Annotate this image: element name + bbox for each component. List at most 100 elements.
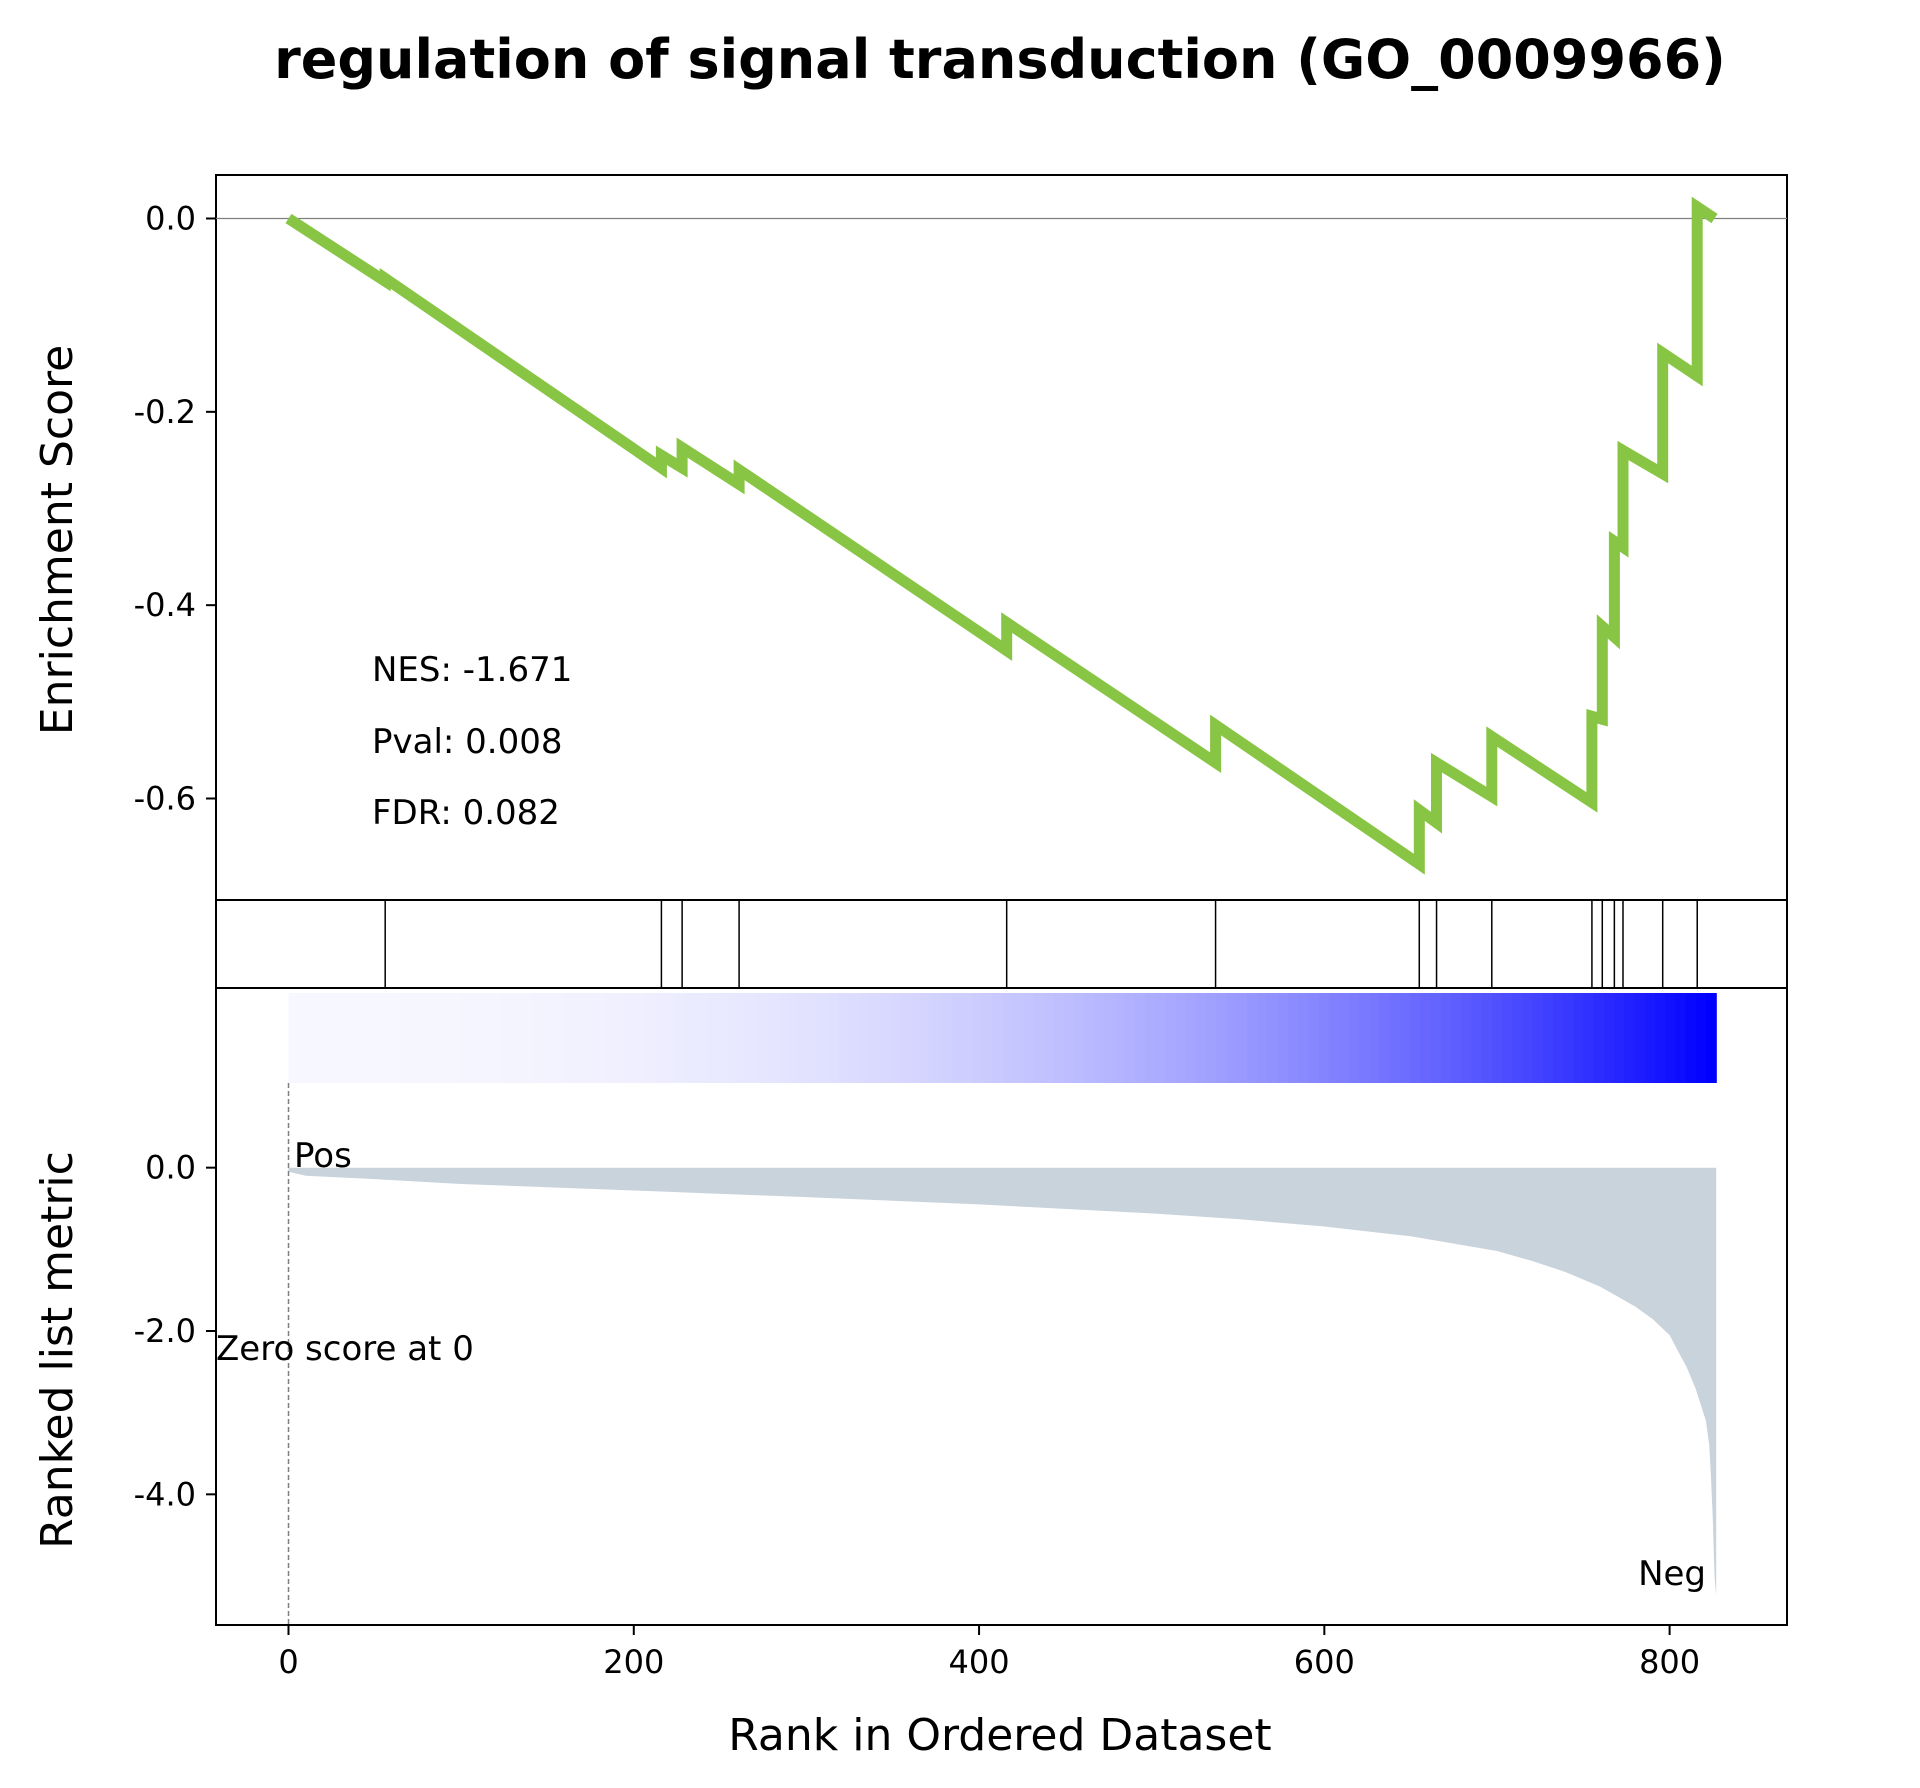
rank-color-cell [1604,993,1615,1083]
rank-color-cell [696,993,708,1083]
rank-color-cell [1491,993,1503,1083]
hits-panel-frame [215,899,1788,989]
fdr-stat: FDR: 0.082 [372,793,560,833]
rank-color-cell [1134,993,1146,1083]
hits-panel [215,899,1788,989]
rank-color-cell [859,993,871,1083]
rank-color-cell [1522,993,1534,1083]
rank-color-cell [380,993,392,1083]
rank-color-cell [829,993,840,1083]
rank-color-cell [727,993,738,1083]
rank-color-cell [1400,993,1411,1083]
rank-color-cell [625,993,636,1083]
es-y-axis-label: Enrichment Score [32,345,83,735]
rank-color-cell [1287,993,1299,1083]
rank-color-cell [1563,993,1575,1083]
enrichment-panel-frame [215,174,1788,901]
metric-y-tick-label: -4.0 [134,1475,196,1513]
rank-color-cell [1665,993,1677,1083]
rank-color-cell [747,993,759,1083]
rank-color-cell [1675,993,1687,1083]
x-tick-label: 200 [603,1643,664,1681]
rank-color-cell [1328,993,1340,1083]
rank-color-cell [339,993,351,1083]
rank-color-cell [1379,993,1391,1083]
es-y-ticks: 0.0 -0.2 -0.4 -0.6 [134,200,216,818]
rank-color-cell [676,993,687,1083]
ranked-metric-area [288,1167,1717,1597]
rank-color-cell [1706,993,1717,1083]
rank-color-cell [981,993,993,1083]
x-axis-ticks: 0 200 400 600 800 [278,1625,1700,1681]
rank-color-cell [1512,993,1524,1083]
rank-color-cell [1695,993,1707,1083]
rank-color-cell [1644,993,1656,1083]
rank-color-cell [523,993,534,1083]
rank-color-cell [308,993,320,1083]
rank-color-cell [1094,993,1105,1083]
rank-color-cell [1655,993,1666,1083]
rank-color-cell [890,993,901,1083]
rank-color-cell [1481,993,1493,1083]
rank-color-cell [665,993,677,1083]
x-tick-label: 400 [949,1643,1010,1681]
pos-label: Pos [294,1136,352,1176]
rank-color-cell [1583,993,1595,1083]
rank-color-cell [1226,993,1238,1083]
rank-color-cell [543,993,555,1083]
rank-color-cell [798,993,810,1083]
rank-color-cell [1634,993,1646,1083]
rank-color-cell [951,993,963,1083]
rank-color-cell [431,993,443,1083]
rank-color-cell [1471,993,1483,1083]
rank-color-cell [1624,993,1636,1083]
rank-color-cell [920,993,932,1083]
rank-color-cell [1012,993,1024,1083]
rank-color-cell [319,993,330,1083]
rank-color-cell [839,993,850,1083]
rank-color-cell [1338,993,1350,1083]
rank-color-cell [1053,993,1065,1083]
rank-color-cell [492,993,504,1083]
rank-color-cell [1032,993,1044,1083]
rank-color-cell [1063,993,1075,1083]
rank-color-cell [1318,993,1330,1083]
rank-color-cell [1124,993,1136,1083]
rank-color-cell [1165,993,1177,1083]
rank-color-cell [563,993,575,1083]
metric-y-tick-label: 0.0 [145,1149,196,1187]
rank-color-cell [1451,993,1462,1083]
rank-color-cell [1573,993,1585,1083]
rank-color-cell [778,993,789,1083]
rank-color-cell [849,993,861,1083]
rank-color-cell [1461,993,1473,1083]
rank-color-cell [1532,993,1544,1083]
rank-color-cell [614,993,626,1083]
rank-color-cell [941,993,952,1083]
rank-color-cell [329,993,341,1083]
rank-color-cell [1685,993,1697,1083]
rank-color-cell [1277,993,1289,1083]
rank-color-cell [900,993,912,1083]
rank-color-cell [574,993,585,1083]
rank-color-cell [451,993,463,1083]
metric-y-axis-label: Ranked list metric [32,1151,83,1549]
rank-color-cell [655,993,667,1083]
rank-color-cell [410,993,422,1083]
rank-color-cell [472,993,483,1083]
rank-color-cell [1043,993,1054,1083]
rank-color-cell [1206,993,1218,1083]
rank-color-cell [482,993,494,1083]
rank-color-cell [1236,993,1248,1083]
rank-color-cell [1430,993,1442,1083]
rank-color-cell [869,993,881,1083]
rank-color-cell [1145,993,1156,1083]
rank-color-cell [1349,993,1360,1083]
rank-color-cell [288,993,300,1083]
es-y-tick-label: -0.4 [134,586,196,624]
chart-title: regulation of signal transduction (GO_00… [274,28,1726,91]
nes-stat: NES: -1.671 [372,650,572,690]
rank-color-cell [1114,993,1126,1083]
es-y-tick-label: -0.6 [134,780,196,818]
